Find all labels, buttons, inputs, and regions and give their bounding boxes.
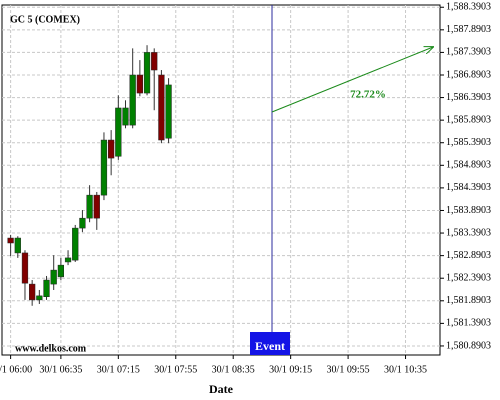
candle-body [143,52,151,94]
candle-body [151,52,158,71]
y-tick-label: 1,587.8903 [446,24,491,35]
candle-body [108,139,115,159]
candle-body [43,279,50,297]
x-tick-label: 30/1 06:00 [0,364,32,375]
candle-body [7,237,14,244]
candle-body [57,264,65,278]
candle-body [115,107,122,157]
x-tick-label: 30/1 09:15 [269,364,312,375]
candle-body [72,227,79,261]
projection-arrow [271,47,433,113]
x-tick-label: 30/1 10:35 [384,364,427,375]
x-tick-label: 30/1 08:35 [212,364,255,375]
arrow-label: 72.72% [350,89,386,101]
x-tick-label: 30/1 09:55 [327,364,370,375]
y-tick-label: 1,585.3903 [446,137,491,148]
y-tick-label: 1,586.3903 [446,92,491,103]
y-tick-label: 1,588.3903 [446,2,491,13]
chart-title: GC 5 (COMEX) [10,14,80,25]
y-tick-label: 1,583.3903 [446,227,491,238]
x-tick-label: 30/1 06:35 [39,364,82,375]
candle-body [50,269,57,285]
y-tick-label: 1,584.3903 [446,182,491,193]
candle-body [21,252,29,284]
candle-body [136,74,143,94]
candle-body [14,237,21,254]
candle-body [165,84,172,139]
candle-body [64,257,72,263]
candle-body [36,295,43,301]
y-tick-label: 1,581.3903 [446,318,491,329]
candle-body [158,74,165,141]
x-axis-label: Date [209,382,234,396]
x-tick-label: 30/1 07:55 [154,364,197,375]
candle-body [79,217,86,229]
y-tick-label: 1,583.8903 [446,205,491,216]
y-tick-label: 1,581.8903 [446,295,491,306]
x-tick-label: 30/1 07:15 [97,364,140,375]
y-tick-label: 1,585.8903 [446,114,491,125]
y-tick-label: 1,586.8903 [446,69,491,80]
event-box [250,332,290,355]
candle-body [129,74,136,126]
y-tick-label: 1,584.8903 [446,160,491,171]
candle-body [86,194,93,219]
y-tick-label: 1,582.8903 [446,250,491,261]
y-tick-label: 1,580.8903 [446,340,491,351]
candle-body [100,139,108,196]
y-tick-label: 1,582.3903 [446,273,491,284]
event-label: Event [255,339,285,353]
plot-area [1,4,441,356]
y-tick-label: 1,587.3903 [446,47,491,58]
watermark: www.delkos.com [15,343,87,354]
candle-body [122,107,129,126]
candle-body [93,194,100,219]
candle-body [29,283,36,301]
